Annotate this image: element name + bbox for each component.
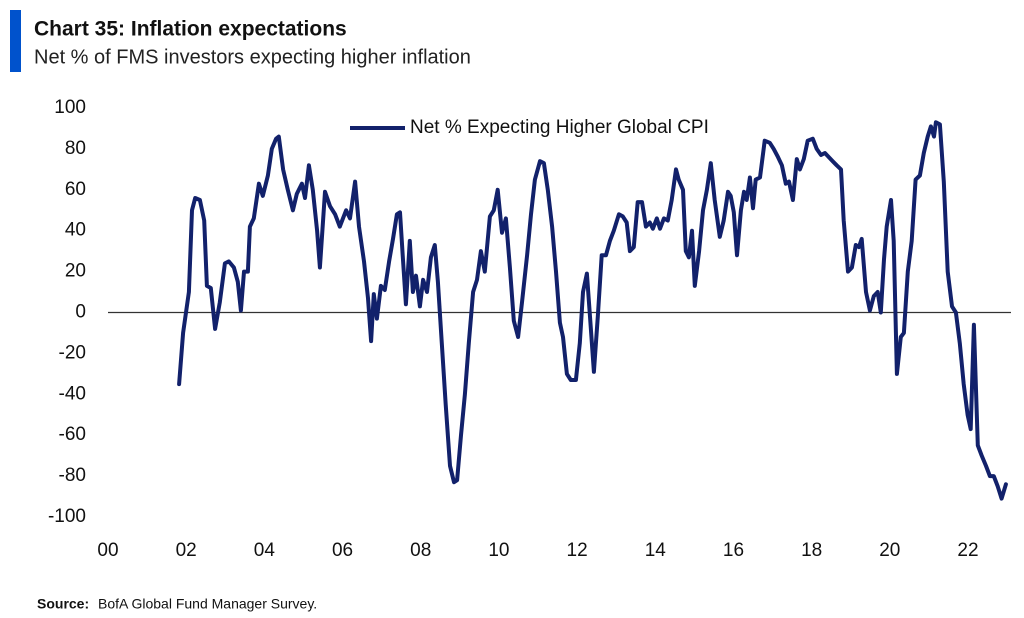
x-tick-label: 02: [176, 540, 197, 561]
y-tick-label: -60: [59, 424, 86, 445]
title-accent: [10, 10, 21, 72]
y-tick-label: 0: [75, 302, 86, 323]
x-tick-label: 12: [567, 540, 588, 561]
source-label: Source:: [37, 596, 89, 612]
y-tick-label: -40: [59, 383, 86, 404]
y-tick-label: 60: [65, 179, 86, 200]
x-tick-label: 14: [645, 540, 667, 561]
x-tick-label: 06: [332, 540, 353, 561]
y-tick-label: 20: [65, 261, 86, 282]
legend-label: Net % Expecting Higher Global CPI: [410, 117, 709, 138]
x-tick-label: 16: [723, 540, 744, 561]
x-tick-label: 04: [254, 540, 276, 561]
x-tick-label: 20: [879, 540, 900, 561]
y-tick-label: 80: [65, 138, 86, 159]
x-tick-label: 10: [488, 540, 509, 561]
y-tick-label: -20: [59, 342, 86, 363]
y-tick-label: -100: [48, 506, 86, 527]
x-tick-label: 18: [801, 540, 822, 561]
y-tick-label: 40: [65, 220, 86, 241]
chart-title: Chart 35: Inflation expectations: [34, 18, 347, 41]
y-tick-label: 100: [54, 97, 86, 118]
series-line: [177, 120, 1008, 501]
x-tick-label: 22: [957, 540, 978, 561]
chart-subtitle: Net % of FMS investors expecting higher …: [34, 46, 471, 68]
source-text: BofA Global Fund Manager Survey.: [98, 596, 317, 612]
y-tick-label: -80: [59, 465, 86, 486]
x-tick-label: 00: [97, 540, 118, 561]
x-tick-label: 08: [410, 540, 431, 561]
